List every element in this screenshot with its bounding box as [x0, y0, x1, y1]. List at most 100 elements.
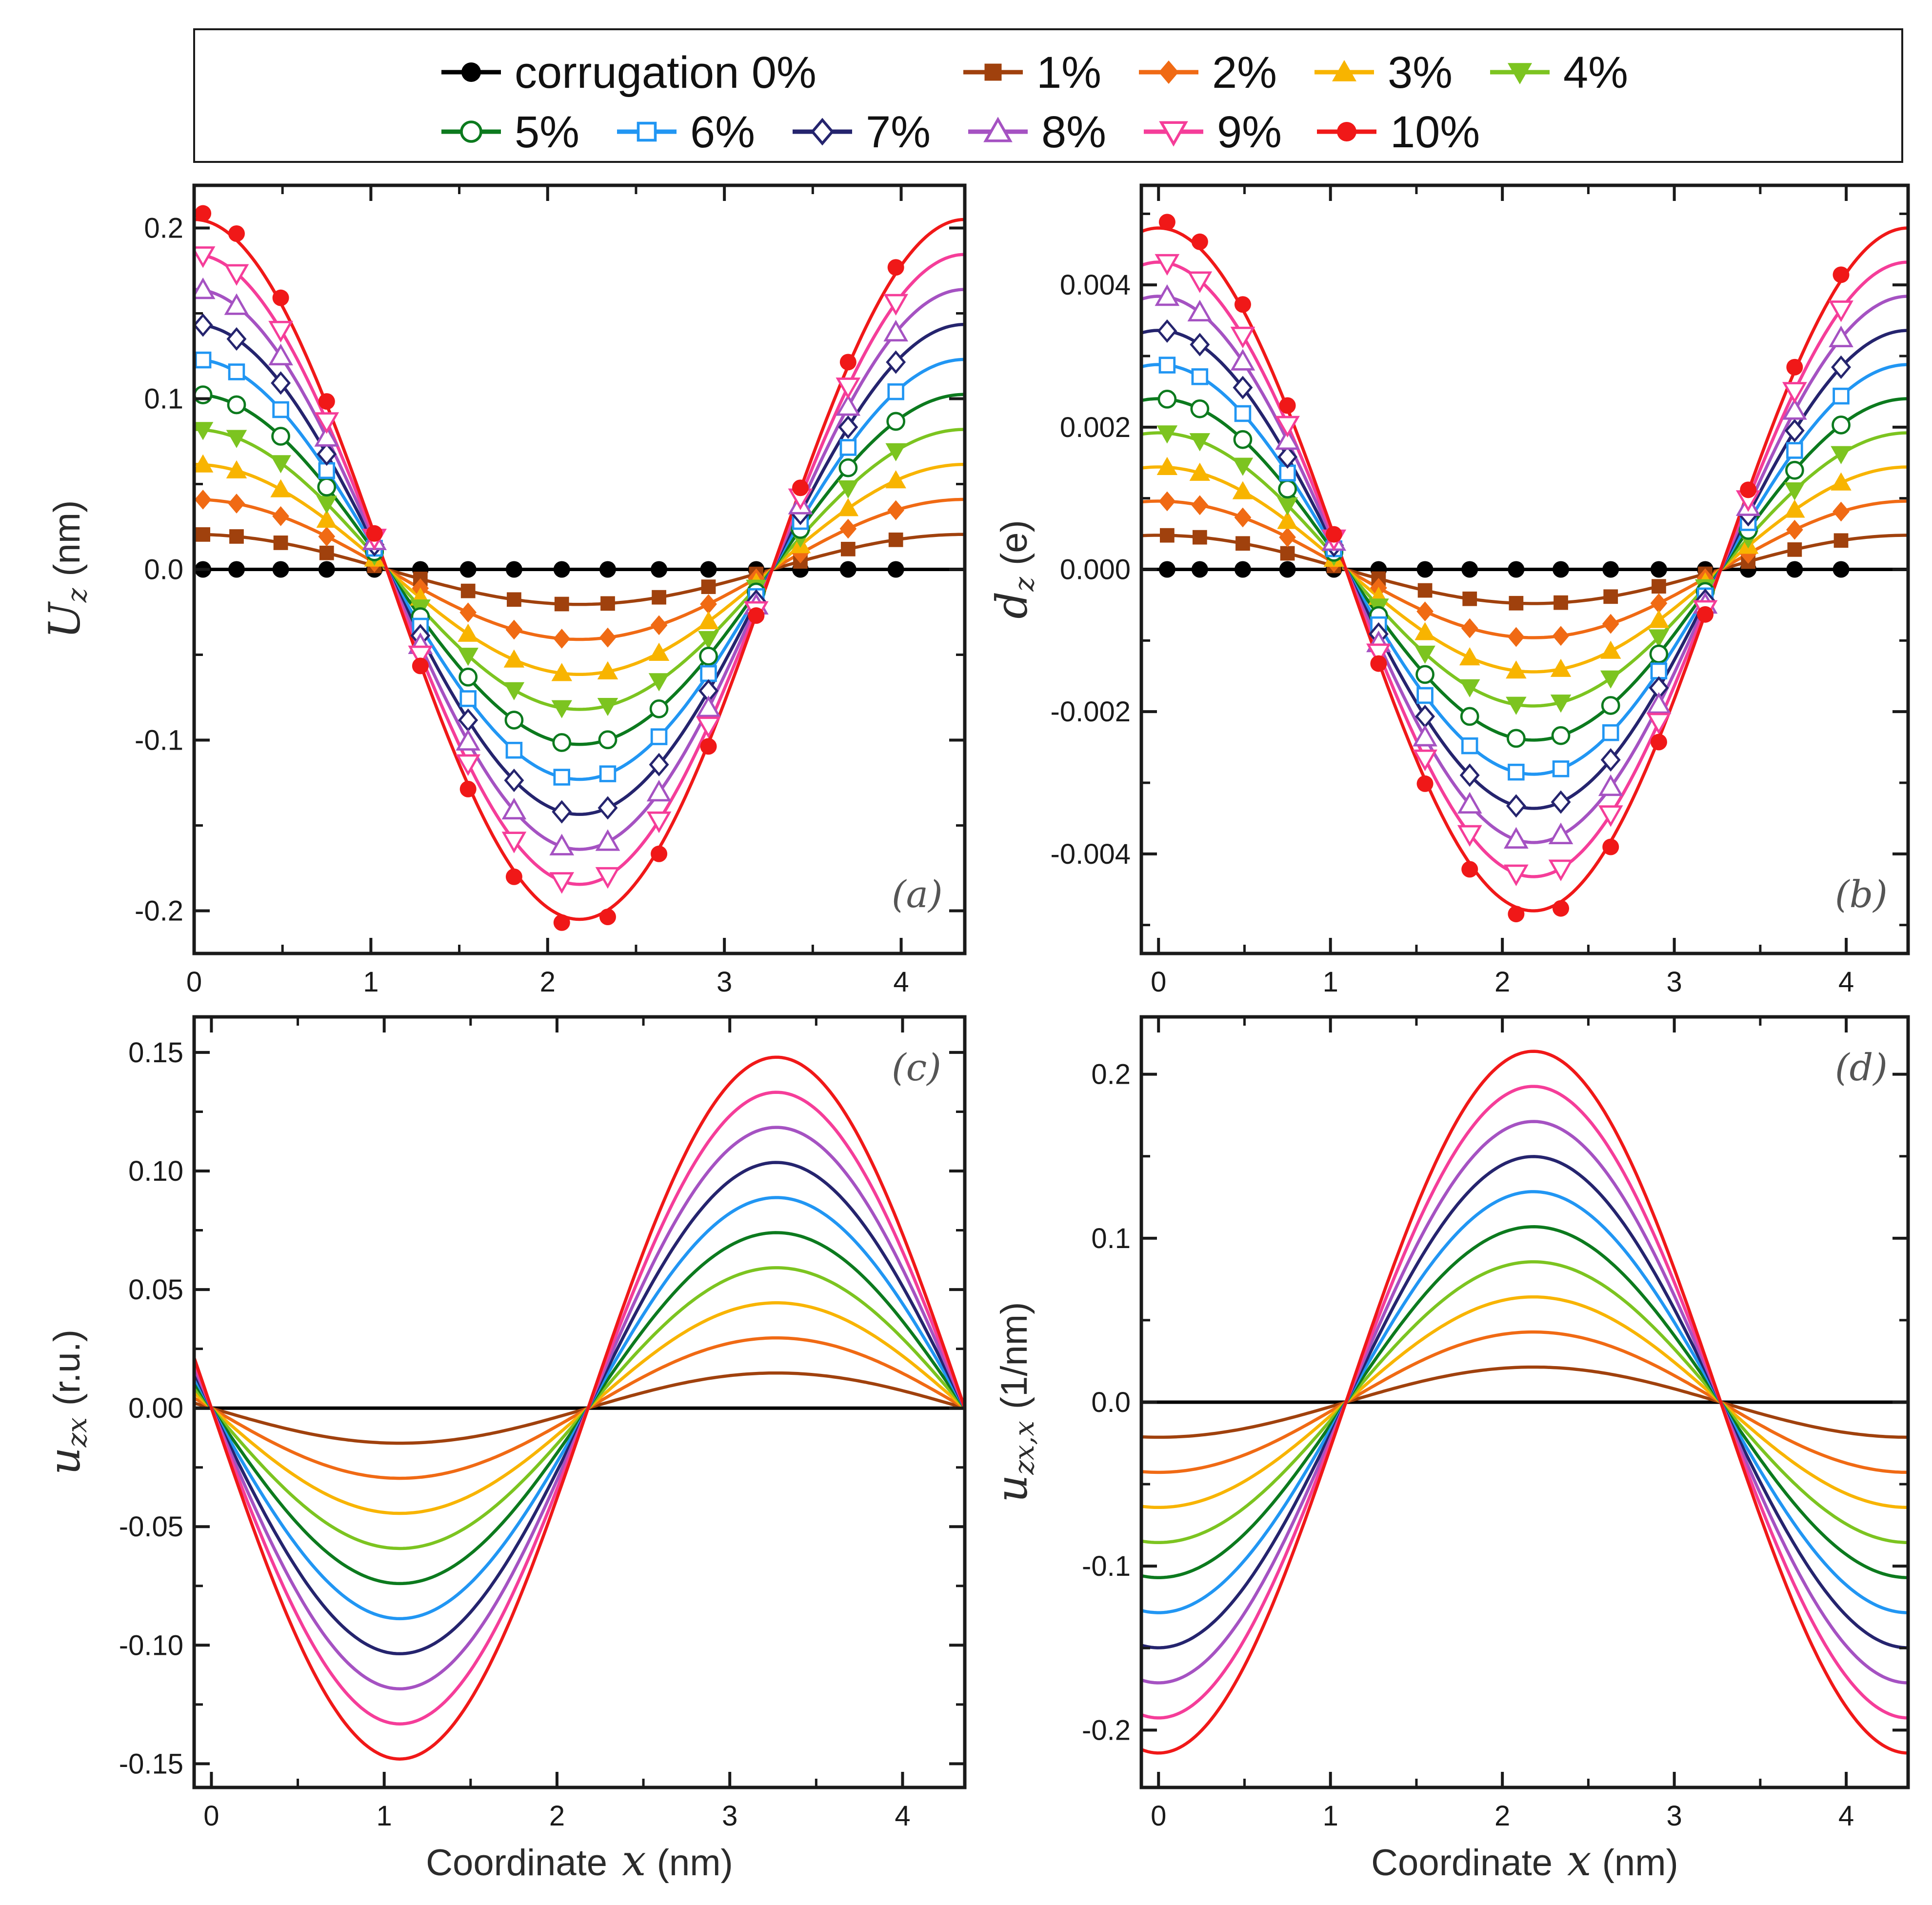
data-point-6pct — [459, 690, 477, 707]
y-axis-subscript: z — [1009, 577, 1040, 592]
data-point-9pct — [1230, 326, 1255, 349]
data-point-3pct — [1550, 658, 1572, 677]
legend-label: corrugation 0% — [515, 48, 817, 98]
curves-b — [1141, 226, 1908, 913]
series-line-9pct — [194, 253, 965, 886]
y-tick-label: 0.05 — [128, 1274, 183, 1306]
data-point-0pct — [1602, 561, 1619, 578]
data-point-7pct — [1277, 445, 1298, 469]
data-point-5pct — [1157, 390, 1177, 409]
legend-entry: 10% — [1317, 107, 1480, 157]
legend-entry: 4% — [1490, 48, 1628, 98]
data-point-1pct — [1554, 595, 1568, 610]
data-point-8pct — [1187, 299, 1213, 321]
series-line-1pct — [1141, 534, 1908, 605]
data-point-5pct — [504, 711, 524, 730]
data-point-4pct — [316, 496, 338, 514]
data-point-1pct — [1787, 542, 1802, 557]
data-point-0pct — [272, 561, 289, 578]
data-point-0pct — [1832, 561, 1850, 578]
data-point-6pct — [1234, 405, 1252, 422]
data-point-0pct — [1461, 561, 1478, 578]
data-point-9pct — [456, 754, 481, 776]
legend-entry: 2% — [1139, 48, 1277, 98]
data-point-5pct — [1551, 726, 1571, 745]
x-axis-unit: (nm) — [1602, 1842, 1678, 1884]
x-tick-label: 4 — [893, 966, 909, 998]
data-point-8pct — [646, 779, 672, 802]
data-point-10pct — [1279, 397, 1296, 414]
data-point-1pct — [1417, 583, 1433, 598]
data-point-1pct — [1280, 546, 1295, 561]
data-point-10pct — [839, 354, 856, 371]
data-point-5pct — [649, 699, 669, 718]
data-point-5pct — [699, 647, 718, 666]
data-point-3pct — [885, 470, 906, 489]
data-point-4pct — [885, 443, 906, 461]
data-point-10pct — [599, 908, 616, 925]
data-point-0pct — [459, 561, 477, 578]
y-tick-label: -0.05 — [119, 1511, 183, 1543]
x-tick-label: 0 — [186, 966, 202, 998]
data-point-7pct — [552, 800, 572, 824]
data-point-10pct — [1325, 526, 1342, 543]
legend-label: 4% — [1563, 48, 1628, 98]
data-point-8pct — [836, 394, 861, 416]
series-line-9pct — [1141, 260, 1908, 878]
data-point-4pct — [458, 648, 478, 666]
series-line-4pct — [1141, 1260, 1908, 1545]
x-axis-text: Coordinate — [426, 1842, 607, 1884]
data-point-0pct — [553, 561, 570, 578]
data-point-3pct — [597, 661, 618, 679]
data-point-5pct — [1785, 460, 1804, 480]
y-axis-label-c: uzx (r.u.) — [40, 1330, 93, 1475]
data-point-3pct — [1648, 610, 1670, 628]
x-ticks-a: 0 1 2 3 4 — [186, 185, 909, 998]
data-point-4pct — [1831, 446, 1852, 464]
data-point-2pct — [1191, 495, 1209, 516]
y-ticks-b: -0.004 -0.002 0.000 0.002 0.004 — [1051, 212, 1908, 927]
y-axis-symbol: d — [987, 592, 1037, 619]
data-point-9pct — [836, 377, 861, 399]
legend-marker — [1159, 121, 1188, 147]
data-point-2pct — [599, 627, 617, 648]
data-point-7pct — [1506, 794, 1526, 818]
y-axis-subscript: z — [61, 588, 93, 603]
data-point-1pct — [1462, 591, 1477, 606]
data-point-7pct — [886, 350, 906, 374]
data-point-4pct — [1648, 629, 1670, 648]
data-point-3pct — [648, 642, 670, 661]
data-point-2pct — [194, 489, 212, 510]
data-point-2pct — [1786, 519, 1803, 540]
data-point-5pct — [1832, 415, 1851, 435]
series-line-6pct — [1141, 363, 1908, 776]
legend-frame — [193, 28, 1903, 163]
data-point-9pct — [1782, 382, 1807, 404]
data-point-0pct — [1279, 561, 1296, 578]
data-point-9pct — [268, 320, 293, 343]
data-point-6pct — [1461, 737, 1478, 754]
data-point-5pct — [552, 733, 572, 752]
legend-label: 1% — [1036, 48, 1101, 98]
y-axis-subscript: zx — [61, 1417, 93, 1448]
x-axis-label-d: Coordinate x (nm) — [1371, 1835, 1678, 1885]
data-point-5pct — [1415, 665, 1434, 684]
data-point-3pct — [698, 611, 719, 630]
data-point-4pct — [1277, 497, 1298, 516]
x-tick-label: 3 — [1667, 966, 1682, 998]
data-point-4pct — [1459, 679, 1480, 697]
legend-entry: corrugation 0% — [441, 48, 817, 98]
data-point-8pct — [268, 343, 293, 366]
legend-marker — [1332, 60, 1356, 81]
data-point-9pct — [1155, 254, 1180, 276]
legend-entry: 3% — [1315, 48, 1453, 98]
data-point-6pct — [1508, 763, 1525, 781]
legend-entry: 8% — [968, 107, 1106, 157]
panel-tag-c: (c) — [892, 1046, 941, 1089]
data-point-3pct — [1232, 481, 1254, 499]
data-point-4pct — [648, 673, 670, 692]
x-axis-label-c: Coordinate x (nm) — [426, 1835, 733, 1885]
legend-entry: 5% — [441, 107, 579, 157]
data-point-10pct — [792, 479, 809, 496]
